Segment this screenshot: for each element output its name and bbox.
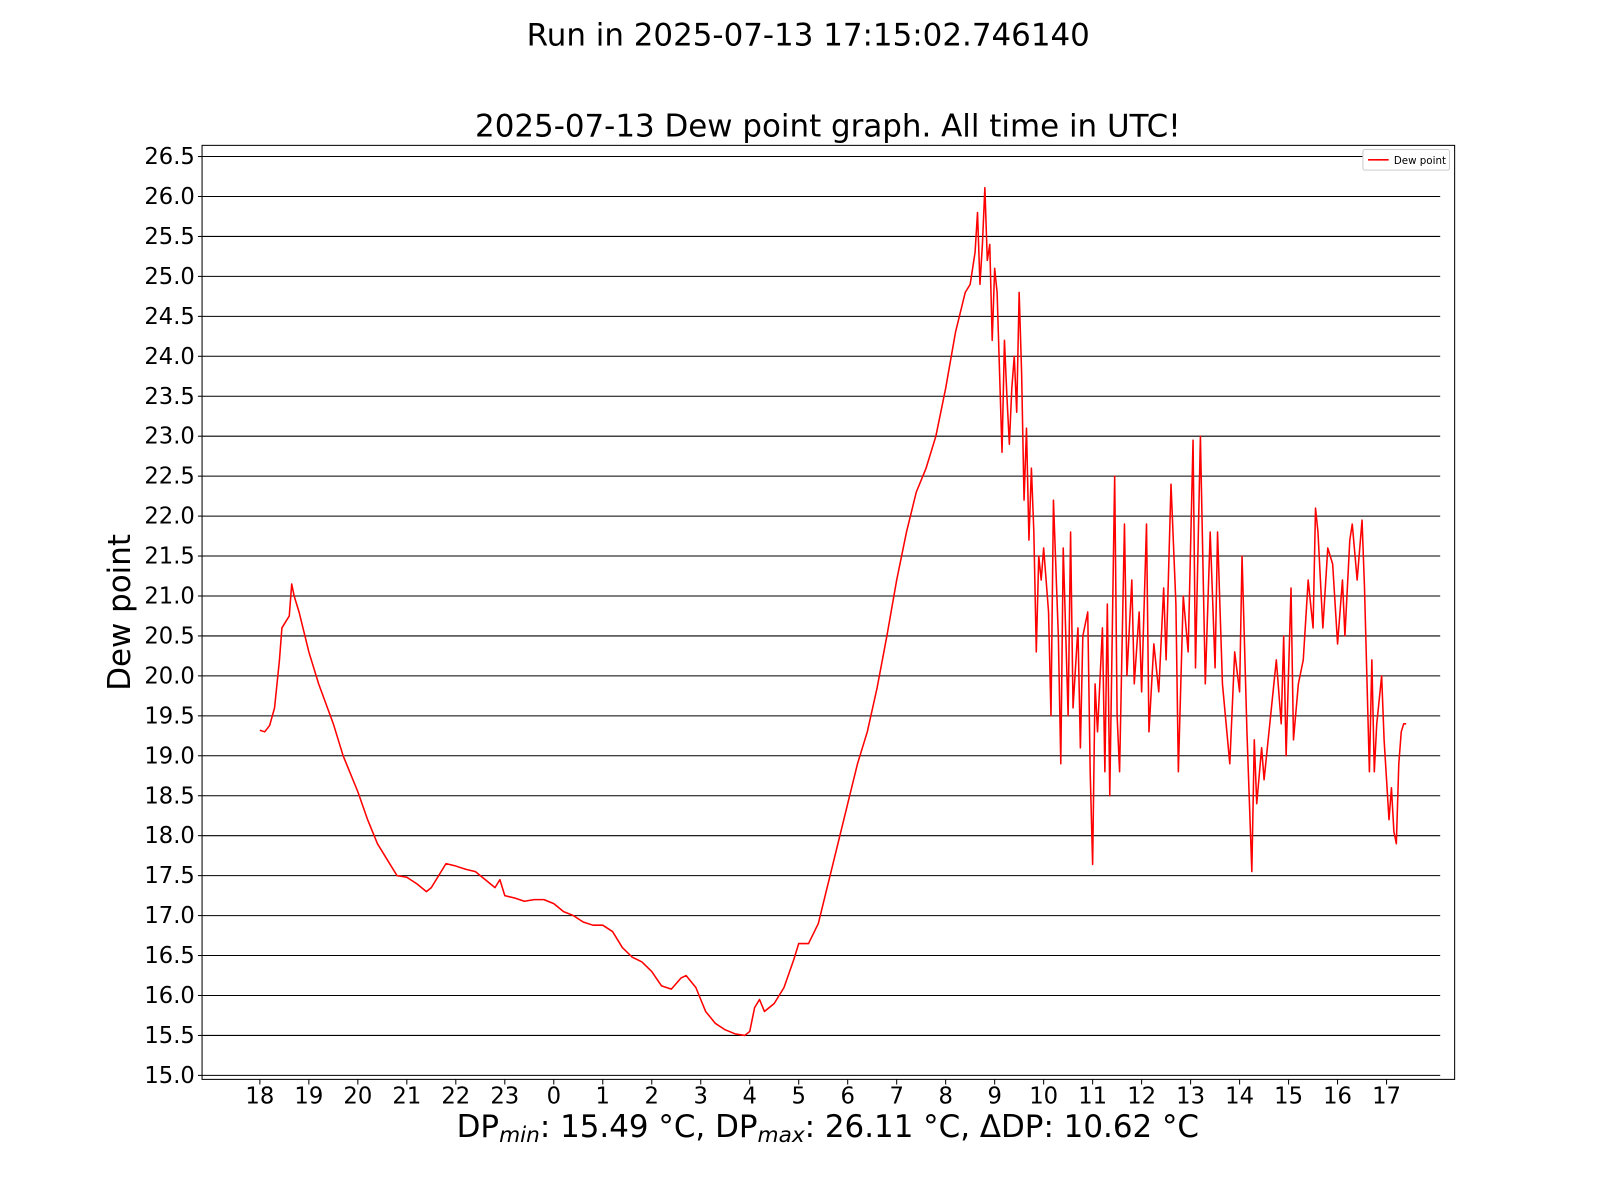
y-tick-label: 16.0 <box>144 983 194 1009</box>
x-label-subscript: max <box>758 1123 805 1148</box>
y-tick-label: 22.5 <box>144 464 194 490</box>
y-tick-label: 25.5 <box>144 224 194 250</box>
y-tick-label: 21.0 <box>144 584 194 610</box>
x-tick-label: 4 <box>743 1083 757 1109</box>
y-tick-label: 24.5 <box>144 304 194 330</box>
x-tick-label: 1 <box>596 1083 610 1109</box>
x-tick-label: 12 <box>1127 1083 1156 1109</box>
y-tick-label: 16.5 <box>144 943 194 969</box>
y-tick-label: 17.5 <box>144 863 194 889</box>
legend-label: Dew point <box>1394 155 1446 167</box>
y-tick-label: 21.5 <box>144 544 194 570</box>
x-tick-label: 10 <box>1029 1083 1058 1109</box>
x-label-part: : 26.11 °C, ΔDP: 10.62 °C <box>805 1108 1199 1144</box>
y-tick-label: 20.5 <box>144 623 194 649</box>
x-tick-label: 18 <box>245 1083 274 1109</box>
x-tick-label: 16 <box>1323 1083 1352 1109</box>
x-tick-label: 6 <box>840 1083 854 1109</box>
x-label-subscript: min <box>499 1123 540 1148</box>
y-tick-label: 18.5 <box>144 783 194 809</box>
x-tick-label: 17 <box>1372 1083 1401 1109</box>
suptitle: Run in 2025-07-13 17:15:02.746140 <box>527 18 1090 54</box>
legend-box <box>1362 148 1450 171</box>
y-tick-label: 23.5 <box>144 384 194 410</box>
x-tick-label: 21 <box>392 1083 421 1109</box>
y-tick-label: 24.0 <box>144 344 194 370</box>
x-tick-label: 8 <box>938 1083 952 1109</box>
y-tick-label: 19.0 <box>144 743 194 769</box>
x-tick-label: 0 <box>547 1083 561 1109</box>
y-tick-label: 26.5 <box>144 144 194 170</box>
x-tick-label: 15 <box>1274 1083 1303 1109</box>
x-tick-label: 9 <box>987 1083 1001 1109</box>
x-tick-label: 23 <box>490 1083 519 1109</box>
y-tick-label: 23.0 <box>144 424 194 450</box>
y-tick-label: 26.0 <box>144 184 194 210</box>
x-label-part: DP <box>457 1108 499 1144</box>
x-tick-label: 22 <box>441 1083 470 1109</box>
y-tick-label: 18.0 <box>144 823 194 849</box>
x-axis-label: DPmin: 15.49 °C, DPmax: 26.11 °C, ΔDP: 1… <box>457 1108 1199 1148</box>
y-tick-label: 17.0 <box>144 903 194 929</box>
x-label-part: : 15.49 °C, DP <box>540 1108 758 1144</box>
data-line <box>259 186 1407 1037</box>
y-axis-label: Dew point <box>102 534 138 691</box>
chart-title: 2025-07-13 Dew point graph. All time in … <box>475 108 1181 144</box>
x-tick-label: 11 <box>1078 1083 1107 1109</box>
x-tick-label: 14 <box>1225 1083 1254 1109</box>
x-tick-label: 7 <box>889 1083 903 1109</box>
x-tick-label: 5 <box>791 1083 805 1109</box>
x-tick-label: 13 <box>1176 1083 1205 1109</box>
y-tick-label: 22.0 <box>144 504 194 530</box>
y-tick-label: 15.0 <box>144 1063 194 1089</box>
x-tick-label: 3 <box>694 1083 708 1109</box>
y-tick-label: 15.5 <box>144 1023 194 1049</box>
y-tick-label: 25.0 <box>144 264 194 290</box>
x-tick-label: 20 <box>343 1083 372 1109</box>
y-tick-label: 20.0 <box>144 663 194 689</box>
plot-frame <box>201 144 1456 1080</box>
x-tick-label: 2 <box>645 1083 659 1109</box>
y-tick-label: 19.5 <box>144 703 194 729</box>
x-tick-label: 19 <box>294 1083 323 1109</box>
